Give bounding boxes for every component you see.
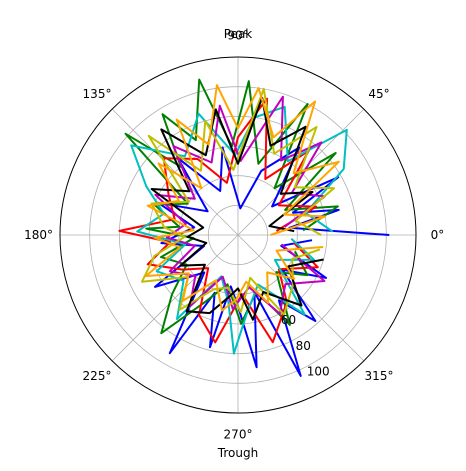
polar-grid <box>60 57 416 413</box>
angle-tick-label-0: 0° <box>431 228 445 242</box>
radial-tick-label-60: 60 <box>281 313 296 327</box>
angle-tick-label-90: 90° <box>227 29 248 43</box>
angle-tick-label-180: 180° <box>24 228 53 242</box>
series-line-5 <box>154 95 326 315</box>
angle-tick-label-45: 45° <box>368 87 389 101</box>
series-line-4 <box>130 105 348 355</box>
data-series <box>118 78 390 377</box>
angle-tick-label-315: 315° <box>365 369 394 383</box>
radial-tick-label-80: 80 <box>296 339 311 353</box>
axis-name-top: Peak <box>224 27 253 41</box>
radial-tick-label-100: 100 <box>307 365 330 379</box>
series-line-3 <box>118 97 319 344</box>
angle-tick-label-135: 135° <box>83 87 112 101</box>
series-line-7 <box>150 96 324 321</box>
angle-gridline-225 <box>111 234 239 362</box>
angle-tick-label-270: 270° <box>224 427 253 441</box>
polar-frame <box>59 56 417 414</box>
axis-name-bottom: Trough <box>217 446 258 460</box>
angle-tick-label-225: 225° <box>83 369 112 383</box>
series-line-8 <box>144 84 340 312</box>
outer-circle <box>59 56 417 414</box>
